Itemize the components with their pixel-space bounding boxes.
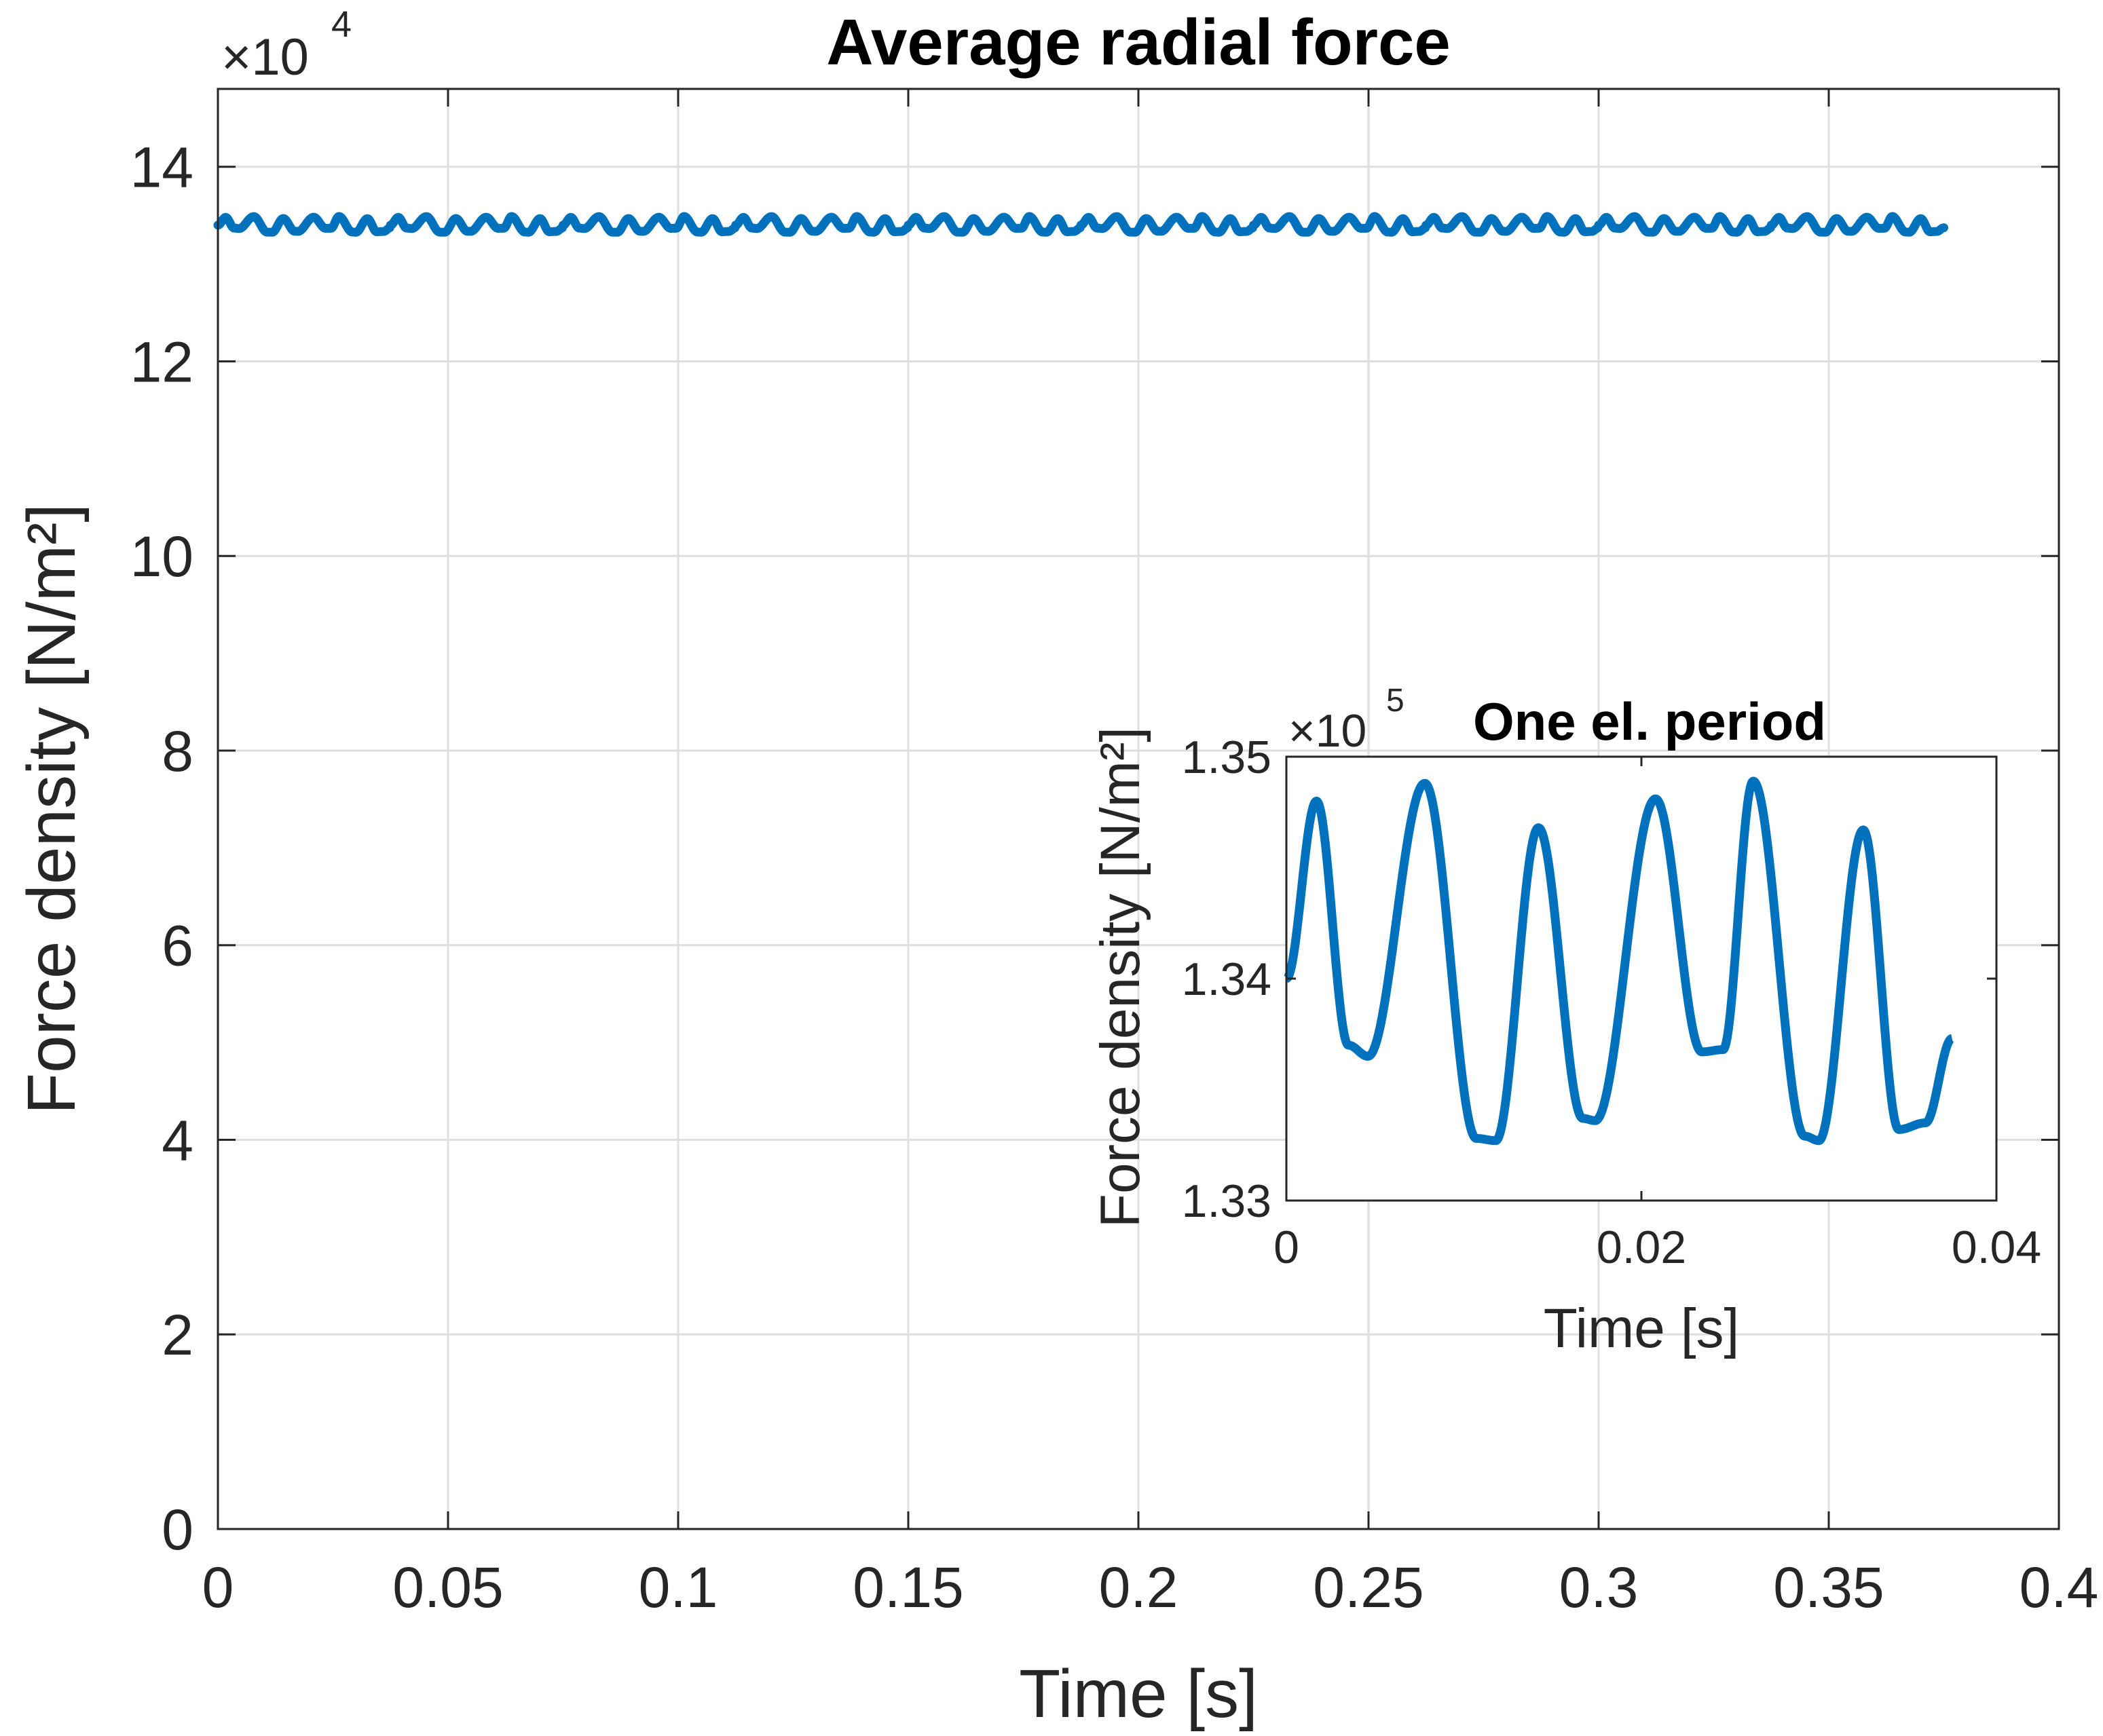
main-x-tick-label: 0.3	[1559, 1555, 1639, 1619]
main-x-tick-label: 0.25	[1313, 1555, 1424, 1619]
main-x-tick-label: 0.05	[392, 1555, 504, 1619]
inset-y-axis-label: Force density [N/m²]	[1090, 727, 1151, 1228]
main-title: Average radial force	[826, 6, 1451, 79]
main-y-tick-label: 4	[162, 1108, 193, 1172]
main-ticks	[217, 89, 2060, 1530]
main-y-tick-label: 10	[130, 525, 193, 588]
main-series	[213, 212, 1948, 237]
inset-x-axis-label: Time [s]	[1544, 1298, 1740, 1359]
inset-x-tick-label: 0.02	[1597, 1222, 1686, 1273]
main-xtick-labels: 0 0.05 0.1 0.15 0.2 0.25 0.3 0.35 0.4	[202, 1555, 2099, 1619]
main-y-tick-label: 0	[162, 1498, 193, 1562]
main-y-tick-label: 12	[130, 330, 193, 394]
main-x-tick-label: 0.15	[853, 1555, 964, 1619]
main-x-tick-label: 0.4	[2020, 1555, 2099, 1619]
main-y-exponent: ×10 4	[221, 4, 352, 86]
main-x-tick-label: 0	[202, 1555, 234, 1619]
main-y-tick-label: 14	[130, 136, 193, 200]
inset-axes: 0 0.02 0.04 1.33 1.34 1.35 One el. period Ti…	[1090, 683, 2041, 1359]
main-y-exponent-base: ×10	[221, 29, 309, 86]
inset-ytick-labels: 1.33 1.34 1.35	[1182, 732, 1271, 1227]
main-y-tick-label: 2	[162, 1303, 193, 1367]
inset-series-line	[1282, 776, 1956, 1146]
inset-y-tick-label: 1.35	[1182, 732, 1271, 783]
main-x-tick-label: 0.35	[1773, 1555, 1884, 1619]
inset-y-tick-label: 1.33	[1182, 1175, 1271, 1227]
inset-xtick-labels: 0 0.02 0.04	[1273, 1222, 2041, 1273]
inset-x-tick-label: 0.04	[1952, 1222, 2041, 1273]
main-y-axis-label: Force density [N/m²]	[14, 504, 90, 1114]
main-x-tick-label: 0.2	[1099, 1555, 1178, 1619]
inset-title: One el. period	[1473, 692, 1826, 751]
inset-y-tick-label: 1.34	[1182, 954, 1271, 1005]
main-ytick-labels: 0 2 4 6 8 10 12 14	[130, 136, 193, 1562]
main-x-tick-label: 0.1	[639, 1555, 718, 1619]
inset-y-exponent-base: ×10	[1288, 705, 1366, 757]
main-y-tick-label: 8	[162, 719, 193, 783]
inset-y-exponent-power: 5	[1386, 683, 1404, 719]
inset-x-tick-label: 0	[1273, 1222, 1299, 1273]
inset-ticks	[1285, 755, 1998, 1202]
main-y-tick-label: 6	[162, 914, 193, 978]
inset-series	[1282, 776, 1956, 1146]
main-x-axis-label: Time [s]	[1019, 1656, 1258, 1732]
main-series-line	[213, 212, 1948, 237]
main-y-exponent-power: 4	[331, 4, 352, 45]
inset-y-exponent: ×10 5	[1288, 683, 1404, 757]
